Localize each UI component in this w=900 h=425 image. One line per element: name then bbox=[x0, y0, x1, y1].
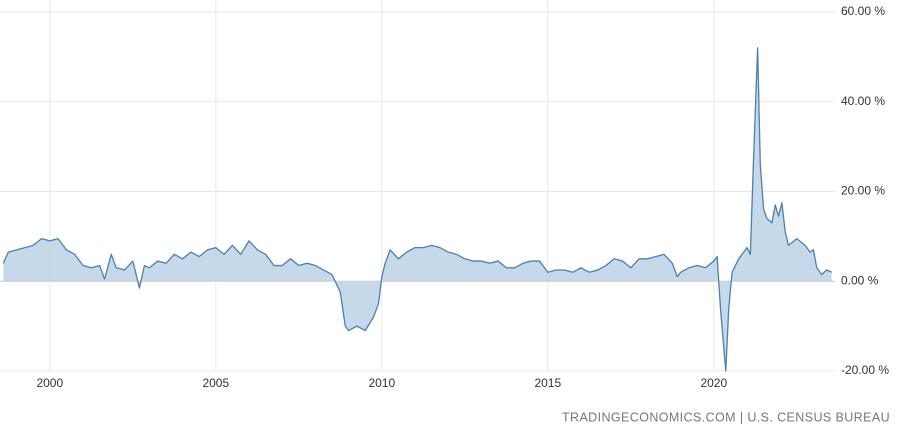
x-tick-label: 2015 bbox=[534, 376, 561, 390]
y-tick-label: 0.00 % bbox=[841, 273, 879, 287]
line bbox=[2, 47, 832, 372]
y-tick-label: 20.00 % bbox=[841, 184, 885, 198]
y-tick-label: 40.00 % bbox=[841, 94, 885, 108]
x-tick-label: 2005 bbox=[202, 376, 229, 390]
area-fill bbox=[3, 47, 832, 372]
x-tick-label: 2000 bbox=[36, 376, 63, 390]
x-tick-label: 2020 bbox=[700, 376, 727, 390]
y-tick-label: -20.00 % bbox=[841, 363, 889, 377]
y-tick-label: 60.00 % bbox=[841, 4, 885, 18]
x-tick-label: 2010 bbox=[368, 376, 395, 390]
source: TRADINGECONOMICS.COM | U.S. CENSUS BUREA… bbox=[562, 410, 890, 424]
